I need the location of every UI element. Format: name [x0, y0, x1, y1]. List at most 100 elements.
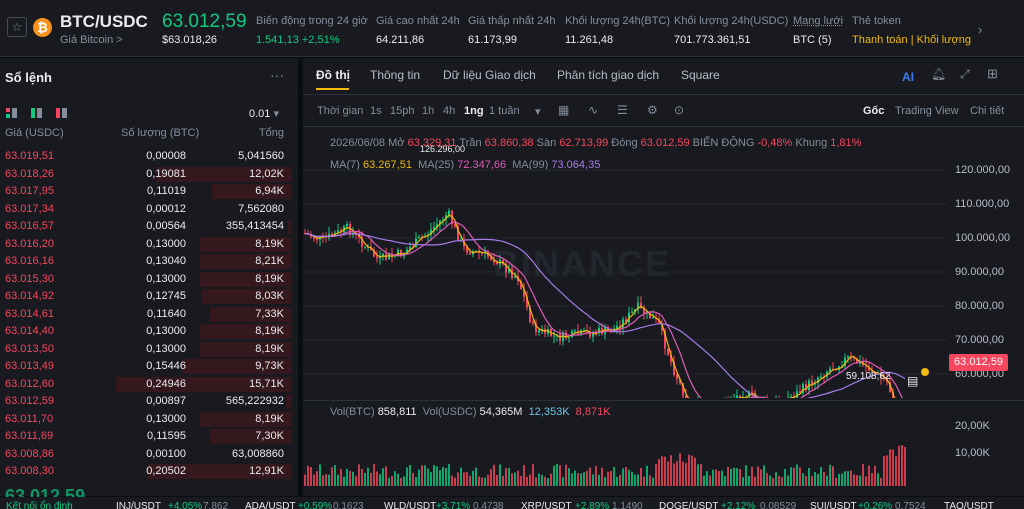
ask-quantity: 0,00012	[146, 202, 186, 215]
order-book-float-icon[interactable]: ▤	[907, 374, 919, 388]
tab-square[interactable]: Square	[681, 68, 720, 82]
volume-bar	[847, 471, 849, 486]
tab-chart[interactable]: Đồ thị	[316, 68, 350, 82]
interval-4h[interactable]: 4h	[443, 105, 456, 117]
order-book-row[interactable]: 63.013,50 0,13000 8,19K	[0, 341, 292, 358]
order-book-row[interactable]: 63.012,60 0,24946 15,71K	[0, 376, 292, 393]
candle-body	[376, 256, 378, 259]
view-tradingview[interactable]: Trading View	[895, 105, 959, 117]
calendar-icon[interactable]: ▦	[558, 103, 570, 117]
caret-down-icon: ▾	[273, 108, 280, 120]
indicator-icon[interactable]: ∿	[588, 103, 599, 117]
volume-bar	[373, 464, 375, 486]
ask-quantity: 0,00100	[146, 447, 186, 460]
ticker-symbol[interactable]: INJ/USDT	[116, 501, 161, 509]
reset-icon[interactable]: ⊙	[674, 103, 685, 117]
stat-value-tags[interactable]: Thanh toán | Khối lượng | Fe	[852, 34, 972, 46]
volume-bar	[688, 454, 690, 486]
view-original[interactable]: Gốc	[863, 105, 885, 117]
candle-body	[754, 393, 756, 398]
interval-15m[interactable]: 15ph	[390, 105, 415, 117]
pair-subtitle-link[interactable]: Giá Bitcoin >	[60, 34, 123, 46]
tab-trading-analysis[interactable]: Phân tích giao dịch	[557, 68, 660, 82]
y-tick: 80.000,00	[955, 300, 1004, 312]
drawing-tools-icon[interactable]: ⚙︎	[647, 103, 658, 117]
book-bids-icon[interactable]	[31, 108, 42, 118]
interval-1s[interactable]: 1s	[370, 105, 382, 117]
candle-body	[481, 252, 483, 254]
ticker-symbol[interactable]: TAO/USDT	[944, 501, 994, 509]
volume-bar	[601, 467, 603, 486]
high-price-marker: 126.296,00	[420, 144, 466, 154]
order-book-row[interactable]: 63.015,30 0,13000 8,19K	[0, 271, 292, 288]
volume-bar	[682, 461, 684, 486]
volume-bar	[832, 466, 834, 486]
tab-trading-data[interactable]: Dữ liệu Giao dịch	[443, 68, 536, 82]
order-book-row[interactable]: 63.012,59 0,00897 565,222932	[0, 393, 292, 410]
layout-grid-icon[interactable]: ⊞	[987, 66, 998, 81]
ticker-symbol[interactable]: ADA/USDT	[245, 501, 296, 509]
interval-1d[interactable]: 1ng	[464, 105, 484, 117]
candle-body	[541, 329, 543, 331]
order-book-row[interactable]: 63.014,40 0,13000 8,19K	[0, 323, 292, 340]
stat-value-network[interactable]: BTC (5)	[793, 34, 832, 46]
bell-icon[interactable]: 🔔︎	[931, 67, 947, 81]
book-both-icon[interactable]	[6, 108, 17, 118]
order-book-row[interactable]: 63.011,69 0,11595 7,30K	[0, 428, 292, 445]
volume-bar	[892, 449, 894, 486]
volume-bar	[325, 474, 327, 486]
volume-bar	[610, 471, 612, 486]
book-asks-icon[interactable]	[56, 108, 67, 118]
volume-chart[interactable]	[303, 420, 948, 486]
settings-list-icon[interactable]: ☰	[617, 103, 628, 117]
stat-value-change: 1.541,13 +2,51%	[256, 34, 340, 46]
order-book-row[interactable]: 63.017,95 0,11019 6,94K	[0, 183, 292, 200]
order-book-row[interactable]: 63.011,70 0,13000 8,19K	[0, 411, 292, 428]
order-book-row[interactable]: 63.016,16 0,13040 8,21K	[0, 253, 292, 270]
volume-bar	[784, 469, 786, 486]
favorite-star-icon[interactable]: ☆	[7, 17, 27, 37]
decimal-select[interactable]: 0.01 ▾	[249, 107, 279, 120]
candle-body	[415, 238, 417, 248]
order-book-row[interactable]: 63.019,51 0,00008 5,041560	[0, 148, 292, 165]
price-chart[interactable]	[303, 148, 948, 398]
order-book-row[interactable]: 63.014,92 0,12745 8,03K	[0, 288, 292, 305]
candle-body	[661, 323, 663, 331]
interval-1w[interactable]: 1 tuần	[489, 105, 520, 117]
interval-1h[interactable]: 1h	[422, 105, 435, 117]
candle-body	[490, 256, 492, 260]
order-book-row[interactable]: 63.016,20 0,13000 8,19K	[0, 236, 292, 253]
pair-title[interactable]: BTC/USDC	[60, 12, 148, 31]
more-options-icon[interactable]: ···	[270, 67, 284, 83]
candle-body	[889, 382, 891, 393]
order-book-row[interactable]: 63.008,86 0,00100 63,008860	[0, 446, 292, 463]
order-book-row[interactable]: 63.017,34 0,00012 7,562080	[0, 201, 292, 218]
order-book-row[interactable]: 63.014,61 0,11640 7,33K	[0, 306, 292, 323]
order-book-row[interactable]: 63.018,26 0,19081 12,02K	[0, 166, 292, 183]
order-book-row[interactable]: 63.016,57 0,00564 355,413454	[0, 218, 292, 235]
ai-button[interactable]: AI	[902, 70, 914, 84]
candle-body	[856, 358, 858, 364]
ticker-symbol[interactable]: SUI/USDT	[810, 501, 857, 509]
candle-body	[526, 296, 528, 308]
volume-bar	[511, 473, 513, 486]
interval-dropdown-icon[interactable]: ▾	[535, 106, 541, 118]
tab-info[interactable]: Thông tin	[370, 68, 421, 82]
ask-quantity: 0,12745	[146, 290, 186, 302]
depth-bar	[116, 376, 292, 392]
ask-price: 63.013,49	[5, 360, 54, 372]
ticker-symbol[interactable]: WLD/USDT	[384, 501, 437, 509]
candle-body	[604, 326, 606, 335]
candle-body	[676, 375, 678, 380]
chevron-right-icon[interactable]: ›	[978, 22, 983, 37]
volume-bar	[685, 463, 687, 486]
ticker-symbol[interactable]: DOGE/USDT	[659, 501, 719, 509]
expand-icon[interactable]: ⤢	[960, 67, 970, 81]
order-book-row[interactable]: 63.013,49 0,15446 9,73K	[0, 358, 292, 375]
depth-bar	[200, 271, 292, 287]
volume-bar	[382, 468, 384, 486]
view-depth[interactable]: Chi tiết	[970, 105, 1005, 117]
ticker-symbol[interactable]: XRP/USDT	[521, 501, 572, 509]
order-book-row[interactable]: 63.008,30 0,20502 12,91K	[0, 463, 292, 480]
active-tab-underline	[316, 88, 349, 90]
